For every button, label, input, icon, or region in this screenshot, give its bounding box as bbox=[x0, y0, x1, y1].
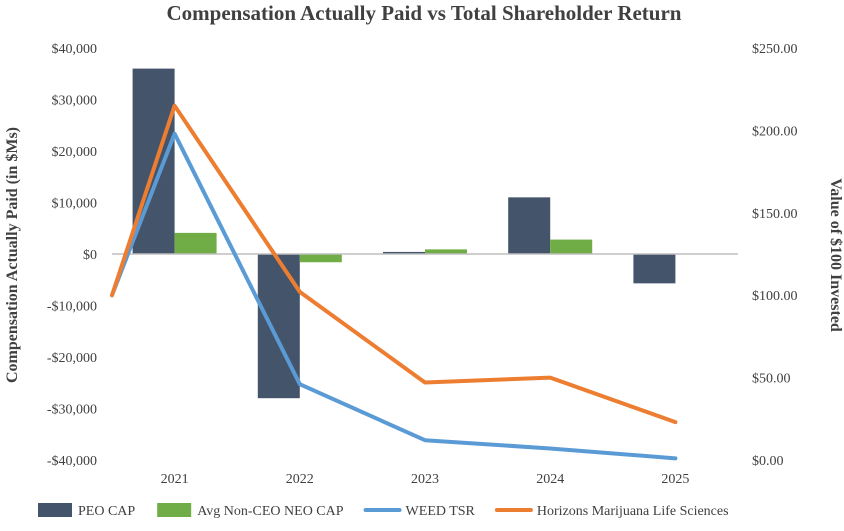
left-axis-title: Compensation Actually Paid (in $Ms) bbox=[4, 127, 21, 383]
x-tick-label: 2024 bbox=[536, 472, 564, 487]
x-tick-label: 2021 bbox=[161, 472, 189, 487]
right-tick-label: $250.00 bbox=[752, 42, 798, 57]
x-tick-label: 2022 bbox=[286, 472, 314, 487]
x-tick-label: 2025 bbox=[661, 472, 689, 487]
left-tick-label: $20,000 bbox=[52, 145, 98, 160]
left-tick-label: -$10,000 bbox=[47, 300, 97, 315]
legend-label-avg-non-ceo-neo-cap: Avg Non-CEO NEO CAP bbox=[197, 504, 344, 519]
legend-label-peo-cap: PEO CAP bbox=[78, 504, 135, 519]
x-tick-label: 2023 bbox=[411, 472, 439, 487]
lines-layer bbox=[110, 103, 678, 461]
right-axis-ticks: $250.00 $200.00 $150.00 $100.00 $50.00 $0.00 bbox=[752, 42, 798, 469]
bar-avg-non-ceo-neo-cap-2022 bbox=[299, 254, 342, 263]
left-tick-label: -$40,000 bbox=[47, 454, 97, 469]
legend-swatch-peo-cap bbox=[38, 503, 72, 517]
right-tick-label: $50.00 bbox=[752, 372, 791, 387]
x-axis-ticks: 2021 2022 2023 2024 2025 bbox=[161, 472, 690, 487]
left-tick-label: $10,000 bbox=[52, 197, 98, 212]
legend-label-weed-tsr: WEED TSR bbox=[406, 504, 476, 519]
legend-label-horizons-marijuana-life-sciences: Horizons Marijuana Life Sciences bbox=[537, 504, 729, 519]
bars-layer bbox=[132, 68, 676, 399]
left-tick-label: -$20,000 bbox=[47, 351, 97, 366]
bar-avg-non-ceo-neo-cap-2021 bbox=[174, 232, 217, 254]
right-tick-label: $150.00 bbox=[752, 207, 798, 222]
bar-peo-cap-2025 bbox=[633, 254, 676, 284]
left-tick-label: -$30,000 bbox=[47, 403, 97, 418]
right-axis-title: Value of $100 Invested bbox=[827, 178, 844, 332]
right-tick-label: $200.00 bbox=[752, 124, 798, 139]
legend: PEO CAP Avg Non-CEO NEO CAP WEED TSR Horizo… bbox=[38, 503, 729, 519]
line-weed-tsr bbox=[110, 131, 678, 461]
chart-title: Compensation Actually Paid vs Total Shar… bbox=[167, 1, 682, 25]
left-axis-ticks: $40,000 $30,000 $20,000 $10,000 $0 -$10,000 -$… bbox=[47, 42, 97, 469]
line-horizons-marijuana-life-sciences bbox=[110, 103, 678, 425]
bar-peo-cap-2024 bbox=[508, 197, 551, 254]
bar-avg-non-ceo-neo-cap-2024 bbox=[550, 239, 593, 254]
right-tick-label: $100.00 bbox=[752, 289, 798, 304]
left-tick-label: $30,000 bbox=[52, 94, 98, 109]
left-tick-label: $40,000 bbox=[52, 42, 98, 57]
legend-swatch-avg-non-ceo-neo-cap bbox=[157, 503, 192, 517]
bar-peo-cap-2022 bbox=[257, 254, 300, 399]
bar-peo-cap-2023 bbox=[383, 251, 425, 254]
left-tick-label: $0 bbox=[83, 248, 97, 263]
bar-avg-non-ceo-neo-cap-2023 bbox=[425, 249, 467, 254]
right-tick-label: $0.00 bbox=[752, 454, 784, 469]
